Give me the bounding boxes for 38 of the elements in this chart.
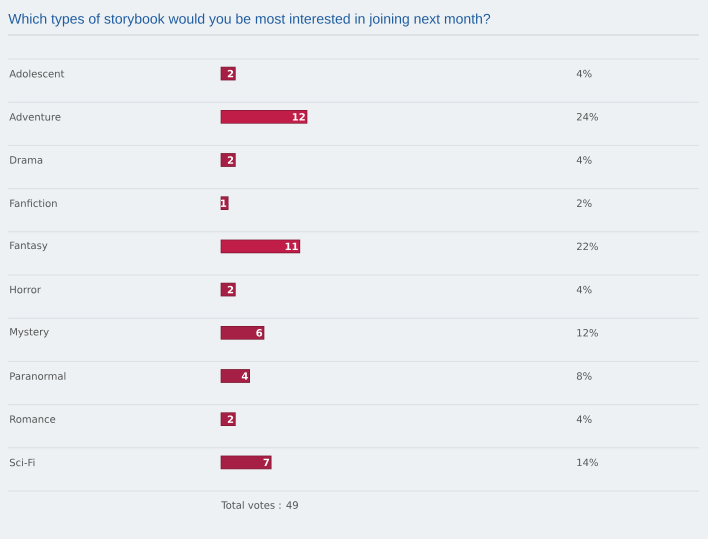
y-tick-label: Mystery [10,328,49,338]
data-label: 2 [228,156,234,164]
text: 4% [576,286,592,294]
y-tick-label: Fantasy [10,242,48,252]
y-tick-label: Romance [10,415,56,423]
bar [220,240,300,254]
bar [220,456,272,470]
y-tick-label: Adventure [9,112,60,121]
data-label: 7 [264,458,270,466]
y-tick-label: Paranormal [10,372,66,380]
text: 14% [577,458,598,466]
text: 4% [576,156,592,164]
data-label: 2 [228,286,234,294]
text: 22% [576,242,598,250]
text: 8% [576,372,592,380]
data-label: 2 [228,70,234,78]
text: 12% [577,329,598,337]
data-label: 2 [228,415,234,423]
text: 4% [576,415,592,423]
y-tick-label: Sci-Fi [10,458,34,466]
bar [220,110,308,124]
bar [220,153,236,167]
y-tick-label: Drama [10,156,42,164]
data-label: 4 [242,372,248,380]
text: Total votes : 49 [221,501,298,509]
chart-title: Which types of storybook would you be most interested in joining next month? [8,13,490,27]
data-label: 6 [256,329,262,337]
data-label: 1 [221,200,226,207]
data-label: 11 [286,242,298,250]
text: 2% [576,199,592,207]
y-tick-label: Adolescent [9,70,64,78]
text: 24% [576,113,598,121]
y-tick-label: Horror [10,286,41,294]
y-tick-label: Fanfiction [10,199,57,208]
data-label: 12 [292,113,305,121]
bar [220,326,264,340]
text: 4% [576,70,592,78]
bar [220,369,250,383]
